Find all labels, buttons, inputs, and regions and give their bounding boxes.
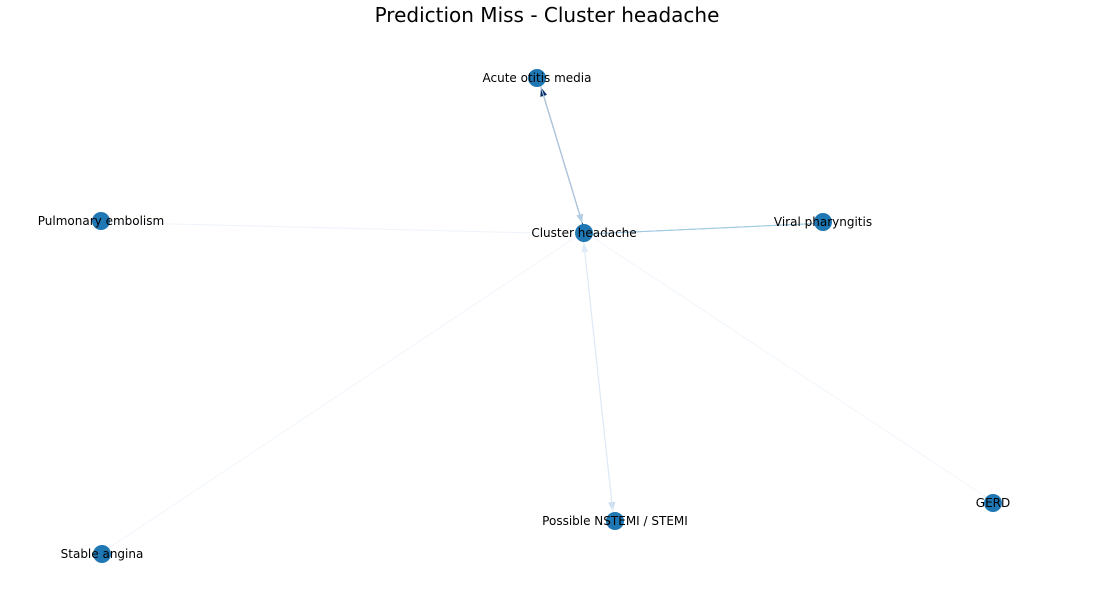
edge-nstemi-to-cluster_headache bbox=[581, 243, 615, 522]
edge-stable_angina-to-cluster_headache bbox=[101, 237, 576, 554]
node-cluster_headache bbox=[575, 224, 593, 242]
node-label-gerd: GERD bbox=[976, 496, 1010, 510]
node-label-cluster_headache: Cluster headache bbox=[531, 226, 636, 240]
edge-viral_pharyngitis-to-cluster_headache bbox=[594, 222, 824, 235]
node-label-pulmonary_embolism: Pulmonary embolism bbox=[38, 214, 164, 228]
node-nstemi bbox=[606, 512, 624, 530]
node-pulmonary_embolism bbox=[92, 212, 110, 230]
node-label-stable_angina: Stable angina bbox=[61, 547, 144, 561]
nodes-layer bbox=[92, 69, 1002, 563]
labels-layer: Acute otitis media Pulmonary embolism Clus… bbox=[38, 71, 1010, 561]
chart-title: Prediction Miss - Cluster headache bbox=[374, 3, 720, 27]
node-viral_pharyngitis bbox=[814, 213, 832, 231]
node-acute_otitis bbox=[528, 69, 546, 87]
node-label-nstemi: Possible NSTEMI / STEMI bbox=[542, 514, 688, 528]
edge-acute_otitis-to-cluster_headache bbox=[537, 77, 583, 224]
node-stable_angina bbox=[93, 545, 111, 563]
node-gerd bbox=[984, 494, 1002, 512]
node-label-acute_otitis: Acute otitis media bbox=[483, 71, 592, 85]
edge-pulmonary_embolism-to-cluster_headache bbox=[100, 221, 574, 235]
node-label-viral_pharyngitis: Viral pharyngitis bbox=[774, 215, 872, 229]
edge-gerd-to-cluster_headache bbox=[592, 237, 994, 503]
edges-layer bbox=[100, 77, 994, 554]
